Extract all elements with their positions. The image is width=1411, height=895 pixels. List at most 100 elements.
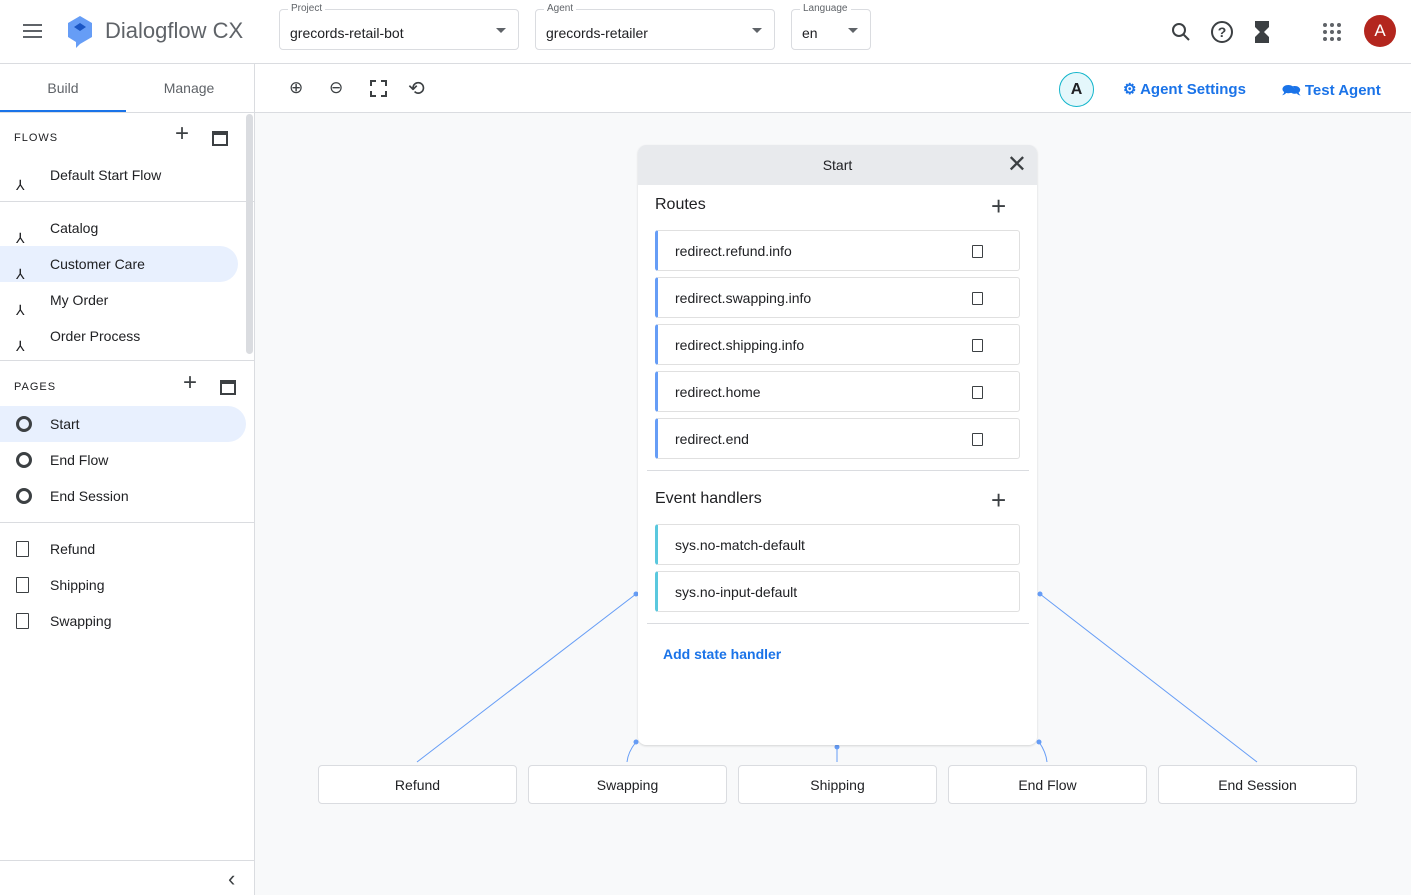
add-flow-icon[interactable]: + [175, 120, 190, 147]
agent-avatar[interactable]: A [1059, 72, 1094, 107]
page-label: Shipping [50, 577, 105, 593]
sidebar: Build Manage FLOWS + ⅄ Default Start Flow… [0, 64, 255, 895]
flow-item-default-start-flow[interactable]: ⅄ Default Start Flow [0, 157, 238, 193]
page-circle-icon [16, 452, 32, 468]
table-icon[interactable] [212, 131, 228, 146]
route-item[interactable]: redirect.shipping.info [655, 324, 1020, 365]
language-select[interactable]: Language en [791, 3, 871, 50]
node-refund[interactable]: Refund [318, 765, 517, 804]
menu-icon[interactable] [23, 24, 42, 38]
project-select[interactable]: Project grecords-retail-bot [279, 3, 519, 50]
page-item-swapping[interactable]: Swapping [0, 603, 238, 639]
agent-settings-button[interactable]: ⚙ Agent Settings [1123, 80, 1246, 98]
tab-manage[interactable]: Manage [163, 80, 215, 96]
route-item[interactable]: redirect.end [655, 418, 1020, 459]
route-label: redirect.shipping.info [675, 337, 805, 353]
add-event-handler-icon[interactable]: + [991, 485, 1007, 515]
document-icon [972, 386, 983, 399]
help-icon[interactable]: ? [1211, 21, 1233, 43]
document-icon [16, 613, 29, 629]
document-icon [16, 577, 29, 593]
flow-item-my-order[interactable]: ⅄ My Order [0, 282, 238, 318]
page-circle-icon [16, 416, 32, 432]
flow-label: Order Process [50, 328, 141, 344]
divider [0, 360, 254, 361]
hourglass-icon[interactable] [1255, 21, 1269, 43]
dialogflow-logo-icon [68, 16, 92, 48]
route-label: redirect.swapping.info [675, 290, 812, 306]
page-item-end-session[interactable]: End Session [0, 478, 238, 514]
add-route-icon[interactable]: + [991, 191, 1007, 221]
page-label: Swapping [50, 613, 112, 629]
user-avatar[interactable]: A [1364, 15, 1396, 47]
add-page-icon[interactable]: + [183, 369, 198, 396]
route-item[interactable]: redirect.refund.info [655, 230, 1020, 271]
page-item-refund[interactable]: Refund [0, 531, 238, 567]
apps-grid-icon[interactable] [1323, 23, 1341, 41]
routes-heading: Routes [655, 196, 706, 213]
flow-label: Catalog [50, 220, 99, 236]
table-icon[interactable] [220, 380, 236, 395]
node-end-flow[interactable]: End Flow [948, 765, 1147, 804]
reset-rotate-icon[interactable]: ⟲ [408, 78, 425, 100]
event-label: sys.no-match-default [675, 537, 805, 553]
canvas-toolbar: ⊕ ⊖ ⟲ A ⚙ Agent Settings 🗪 Test Agent [255, 64, 1411, 113]
agent-value: grecords-retailer [546, 25, 648, 41]
close-icon[interactable]: ✕ [1006, 151, 1027, 178]
language-value: en [802, 25, 818, 41]
route-item[interactable]: redirect.swapping.info [655, 277, 1020, 318]
page-label: End Flow [50, 452, 109, 468]
event-handlers-heading: Event handlers [655, 490, 762, 507]
route-label: redirect.home [675, 384, 761, 400]
page-item-end-flow[interactable]: End Flow [0, 442, 238, 478]
divider [0, 522, 254, 523]
start-page-panel: Start ✕ Routes + redirect.refund.info re… [638, 145, 1037, 745]
agent-settings-label: Agent Settings [1140, 81, 1246, 98]
panel-header: Start ✕ [638, 145, 1037, 185]
document-icon [972, 433, 983, 446]
route-label: redirect.end [675, 431, 749, 447]
fit-screen-icon[interactable] [370, 80, 387, 97]
divider [647, 623, 1029, 624]
agent-label: Agent [544, 3, 577, 14]
test-agent-button[interactable]: 🗪 Test Agent [1282, 80, 1381, 105]
tab-build[interactable]: Build [0, 64, 126, 112]
node-shipping[interactable]: Shipping [738, 765, 937, 804]
event-label: sys.no-input-default [675, 584, 798, 600]
divider [0, 112, 254, 113]
route-item[interactable]: redirect.home [655, 371, 1020, 412]
add-state-handler-link[interactable]: Add state handler [663, 646, 782, 662]
node-swapping[interactable]: Swapping [528, 765, 727, 804]
page-circle-icon [16, 488, 32, 504]
app-title: Dialogflow CX [105, 18, 244, 43]
page-item-shipping[interactable]: Shipping [0, 567, 238, 603]
flow-item-customer-care[interactable]: ⅄ Customer Care [0, 246, 238, 282]
event-handler-item[interactable]: sys.no-match-default [655, 524, 1020, 565]
divider [0, 201, 254, 202]
chat-icon: 🗪 [1282, 82, 1301, 99]
top-bar: Dialogflow CX Project grecords-retail-bot… [0, 0, 1411, 64]
document-icon [972, 245, 983, 258]
agent-select[interactable]: Agent grecords-retailer [535, 3, 775, 50]
node-end-session[interactable]: End Session [1158, 765, 1357, 804]
page-label: Refund [50, 541, 96, 557]
dropdown-arrow-icon [752, 28, 762, 33]
page-item-start[interactable]: Start [0, 406, 246, 442]
page-label: Start [50, 416, 80, 432]
zoom-in-icon[interactable]: ⊕ [289, 78, 304, 97]
test-agent-label: Test Agent [1304, 82, 1381, 99]
flow-label: Customer Care [50, 256, 145, 272]
gear-icon: ⚙ [1123, 81, 1137, 98]
event-handler-item[interactable]: sys.no-input-default [655, 571, 1020, 612]
flow-item-order-process[interactable]: ⅄ Order Process [0, 318, 238, 354]
zoom-out-icon[interactable]: ⊖ [329, 78, 344, 97]
search-icon[interactable] [1171, 22, 1191, 42]
language-label: Language [800, 3, 851, 14]
collapse-chevron-icon[interactable]: ‹ [228, 866, 236, 891]
dropdown-arrow-icon [848, 28, 858, 33]
flow-label: My Order [50, 292, 109, 308]
flow-item-catalog[interactable]: ⅄ Catalog [0, 210, 238, 246]
scrollbar[interactable] [246, 114, 253, 354]
document-icon [972, 339, 983, 352]
